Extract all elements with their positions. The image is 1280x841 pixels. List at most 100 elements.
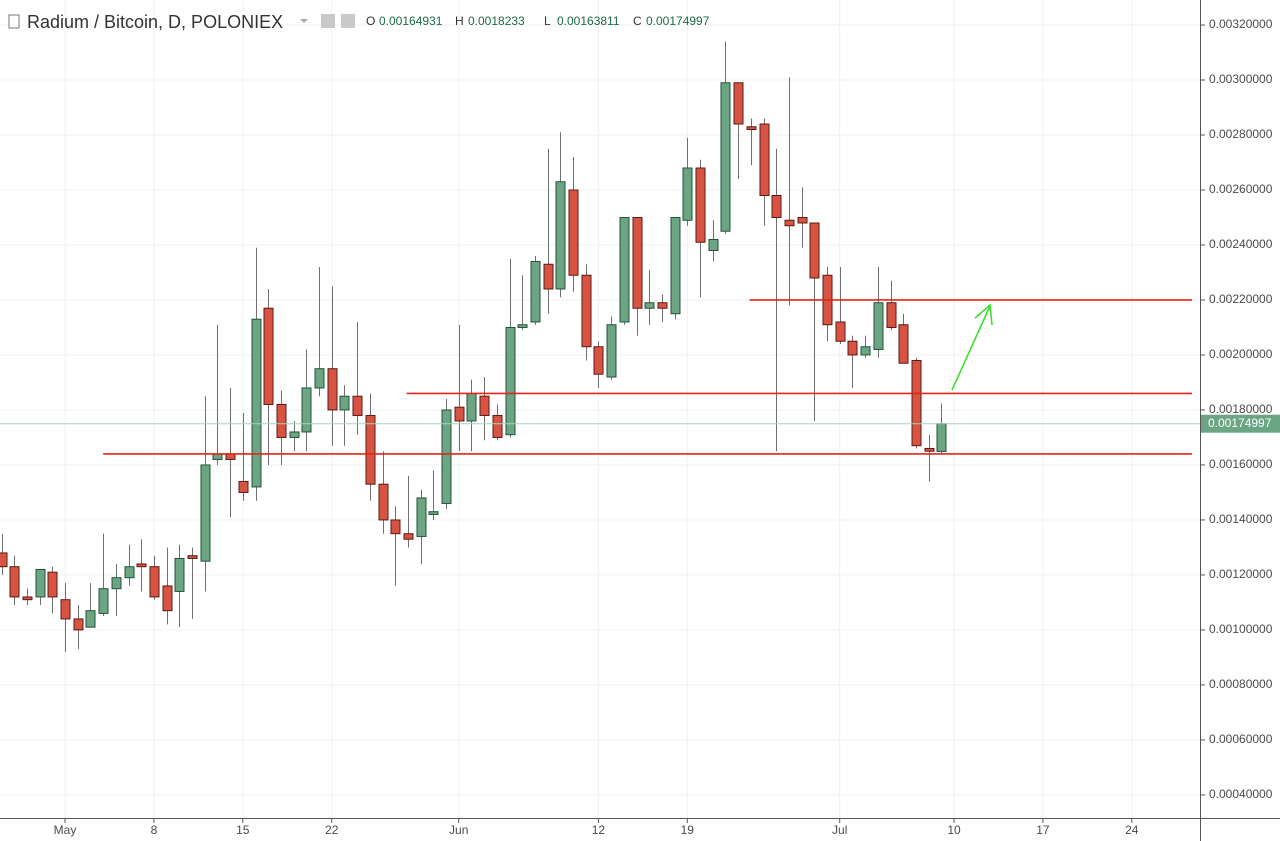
candle-body	[0, 552, 8, 568]
x-tick-label: Jul	[832, 823, 847, 837]
candle-body	[695, 167, 706, 243]
candle-body	[441, 409, 452, 504]
candle-body	[670, 216, 681, 315]
candle-body	[784, 219, 795, 227]
candle-body	[9, 566, 20, 598]
candle-body	[466, 392, 477, 422]
candle-body	[98, 588, 109, 614]
candle-body	[111, 577, 122, 590]
candle-body	[886, 302, 897, 328]
candle-body	[149, 566, 160, 598]
plot	[0, 41, 1200, 652]
candle-body	[187, 555, 198, 559]
candle-body	[238, 480, 249, 493]
candle-body	[568, 189, 579, 276]
candle-body	[771, 194, 782, 218]
candle-body	[85, 610, 96, 628]
candle-body	[378, 483, 389, 521]
x-tick-label: 19	[681, 823, 695, 837]
candle-body	[200, 464, 211, 562]
candle-body	[124, 566, 135, 579]
candle-body	[73, 618, 84, 631]
candle-body	[593, 346, 604, 375]
ohlc-label: O	[366, 14, 375, 28]
y-tick-label: 0.00280000	[1209, 127, 1273, 141]
candle-body	[365, 414, 376, 485]
candle-body	[936, 423, 947, 452]
x-tick-label: 22	[325, 823, 339, 837]
candle-body	[289, 431, 300, 438]
candle-body	[35, 568, 46, 598]
x-tick-label: Jun	[449, 823, 468, 837]
y-tick-label: 0.00160000	[1209, 457, 1273, 471]
candle-body	[276, 403, 287, 438]
legend-header: Radium / Bitcoin, D, POLONIEX O 0.001649…	[8, 12, 710, 32]
y-tick-label: 0.00200000	[1209, 347, 1273, 361]
candle-body	[22, 596, 33, 601]
candle-body	[47, 571, 58, 598]
settings-icon[interactable]	[341, 14, 355, 28]
candle-body	[682, 167, 693, 221]
symbol-title: Radium / Bitcoin, D, POLONIEX	[27, 12, 283, 32]
y-tick-label: 0.00260000	[1209, 182, 1273, 196]
candle-body	[301, 387, 312, 433]
x-tick-label: 8	[151, 823, 158, 837]
y-tick-label: 0.00220000	[1209, 292, 1273, 306]
candle-body	[352, 395, 363, 416]
candle-body	[835, 321, 846, 342]
candle-body	[555, 181, 566, 290]
candle-body	[733, 82, 744, 125]
candle-body	[759, 123, 770, 196]
ohlc-label: L	[544, 14, 551, 28]
candle-body	[873, 302, 884, 350]
candle-body	[708, 238, 719, 251]
y-tick-label: 0.00320000	[1209, 17, 1273, 31]
ohlc-label: H	[455, 14, 464, 28]
y-tick-label: 0.00180000	[1209, 402, 1273, 416]
candle-body	[809, 222, 820, 279]
ohlc-value: 0.00163811	[557, 14, 620, 28]
candle-body	[479, 395, 490, 416]
arrow-head	[974, 303, 993, 326]
y-tick-label: 0.00120000	[1209, 567, 1273, 581]
x-tick-label: 24	[1125, 823, 1139, 837]
arrow-line	[951, 305, 991, 391]
y-tick-label: 0.00240000	[1209, 237, 1273, 251]
candle-body	[136, 563, 147, 568]
candle-body	[581, 274, 592, 348]
candle-body	[492, 414, 503, 438]
collapse-icon[interactable]	[8, 14, 20, 29]
y-tick-label: 0.00100000	[1209, 622, 1273, 636]
candle-body	[657, 302, 668, 309]
candle-body	[543, 263, 554, 290]
candle-body	[390, 519, 401, 535]
ohlc-value: 0.00174997	[646, 14, 710, 28]
candle-body	[314, 368, 325, 389]
dropdown-icon[interactable]	[300, 19, 308, 23]
candle-body	[174, 557, 185, 592]
candle-body	[339, 395, 350, 411]
last-price-label: 0.00174997	[1208, 416, 1272, 430]
candle-body	[251, 318, 262, 488]
x-tick-label: 12	[592, 823, 606, 837]
candle-body	[454, 406, 465, 422]
ohlc-label: C	[633, 14, 642, 28]
candle-body	[263, 307, 274, 405]
last-price-badge	[1201, 414, 1280, 433]
candle-body	[606, 324, 617, 378]
ohlc-value: 0.00164931	[379, 14, 443, 28]
candle-body	[428, 511, 439, 515]
candle-body	[530, 260, 541, 323]
candle-body	[416, 497, 427, 537]
eye-icon[interactable]	[321, 14, 335, 28]
candle-body	[746, 126, 757, 131]
y-tick-label: 0.00300000	[1209, 72, 1273, 86]
x-tick-label: May	[54, 823, 77, 837]
candle-body	[632, 216, 643, 309]
candle-body	[797, 216, 808, 224]
grid	[0, 0, 1200, 818]
